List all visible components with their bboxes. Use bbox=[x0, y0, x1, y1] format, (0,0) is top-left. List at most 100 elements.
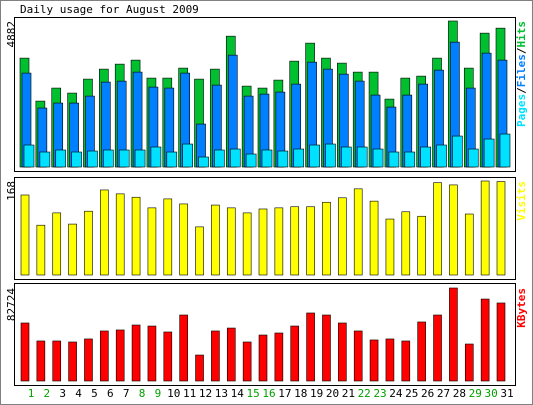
x-tick-label: 10 bbox=[167, 387, 180, 400]
bar bbox=[198, 156, 209, 168]
x-tick-label: 6 bbox=[107, 387, 114, 400]
bar bbox=[306, 312, 315, 382]
x-tick-label: 16 bbox=[262, 387, 275, 400]
bar bbox=[277, 150, 289, 168]
x-tick-label: 12 bbox=[199, 387, 212, 400]
bar bbox=[417, 321, 426, 382]
panel bbox=[14, 177, 516, 280]
bar bbox=[195, 354, 204, 382]
bar bbox=[436, 144, 447, 168]
bar bbox=[369, 200, 379, 276]
bar bbox=[290, 206, 300, 276]
x-tick-label: 2 bbox=[44, 387, 51, 400]
bar bbox=[401, 211, 411, 276]
x-tick-label: 9 bbox=[155, 387, 162, 400]
bar bbox=[353, 188, 363, 276]
x-tick-label: 13 bbox=[215, 387, 228, 400]
bar bbox=[118, 149, 130, 168]
bar bbox=[356, 146, 368, 168]
bar bbox=[68, 341, 77, 382]
bar bbox=[496, 302, 506, 382]
x-tick-label: 1 bbox=[28, 387, 35, 400]
bar bbox=[480, 180, 490, 276]
bar bbox=[55, 149, 67, 168]
bar bbox=[449, 287, 458, 382]
bar bbox=[385, 218, 395, 276]
bar bbox=[322, 201, 331, 276]
bar bbox=[20, 322, 30, 382]
bar bbox=[353, 330, 363, 382]
bar bbox=[433, 182, 442, 276]
bar bbox=[372, 148, 384, 168]
x-tick-label: 19 bbox=[310, 387, 323, 400]
bar bbox=[100, 330, 109, 382]
bar bbox=[147, 207, 157, 276]
x-tick-label: 17 bbox=[278, 387, 291, 400]
bar bbox=[52, 340, 62, 382]
legend-entry: Files bbox=[515, 54, 528, 87]
legend-entry: Pages bbox=[515, 94, 528, 127]
bar bbox=[338, 197, 347, 276]
x-tick-label: 3 bbox=[59, 387, 66, 400]
bar bbox=[36, 224, 46, 276]
bar bbox=[226, 207, 236, 276]
bar bbox=[242, 341, 252, 382]
panel bbox=[14, 283, 516, 386]
bar bbox=[480, 298, 490, 382]
bar bbox=[84, 338, 93, 382]
bar bbox=[258, 334, 268, 382]
bar bbox=[499, 133, 511, 168]
bar bbox=[452, 135, 463, 168]
bar bbox=[52, 212, 62, 276]
bar bbox=[467, 148, 479, 168]
bar bbox=[36, 340, 46, 382]
bar bbox=[496, 181, 506, 276]
bar bbox=[195, 226, 204, 276]
x-tick-label: 8 bbox=[139, 387, 146, 400]
x-tick-label: 14 bbox=[231, 387, 245, 400]
legend-entry: Visits bbox=[515, 181, 528, 221]
bar bbox=[100, 189, 109, 276]
bar bbox=[71, 151, 82, 168]
legend: Pages/Files/Hits bbox=[515, 21, 528, 127]
bar bbox=[245, 153, 257, 168]
bar bbox=[242, 212, 252, 276]
bar bbox=[147, 325, 157, 382]
x-tick-label: 20 bbox=[326, 387, 339, 400]
y-tick-label: 4882 bbox=[5, 21, 18, 48]
bar bbox=[274, 207, 284, 276]
bar bbox=[134, 149, 146, 168]
x-tick-label: 23 bbox=[373, 387, 386, 400]
bar bbox=[420, 146, 431, 168]
legend-separator: / bbox=[515, 47, 528, 54]
bar bbox=[131, 196, 141, 276]
bar bbox=[388, 151, 400, 168]
legend: Visits bbox=[515, 181, 528, 221]
bar bbox=[20, 194, 30, 276]
bar bbox=[341, 146, 352, 168]
bar bbox=[338, 322, 347, 382]
x-tick-label: 26 bbox=[421, 387, 434, 400]
bar bbox=[306, 206, 315, 276]
x-tick-label: 4 bbox=[75, 387, 82, 400]
x-tick-label: 30 bbox=[485, 387, 498, 400]
bar bbox=[214, 149, 225, 168]
x-tick-label: 22 bbox=[358, 387, 371, 400]
bar bbox=[163, 331, 173, 382]
legend-entry: Hits bbox=[515, 21, 528, 48]
bar bbox=[369, 339, 379, 382]
x-tick-label: 29 bbox=[469, 387, 482, 400]
chart-title: Daily usage for August 2009 bbox=[20, 3, 199, 16]
bar bbox=[401, 340, 411, 382]
bar bbox=[163, 198, 173, 276]
bar bbox=[464, 213, 474, 276]
bar bbox=[179, 203, 188, 276]
bar bbox=[417, 215, 426, 276]
bar bbox=[131, 324, 141, 382]
legend: KBytes bbox=[515, 288, 528, 328]
bar bbox=[293, 148, 305, 168]
bar bbox=[179, 314, 188, 382]
bar bbox=[261, 149, 273, 168]
bar bbox=[274, 332, 284, 382]
